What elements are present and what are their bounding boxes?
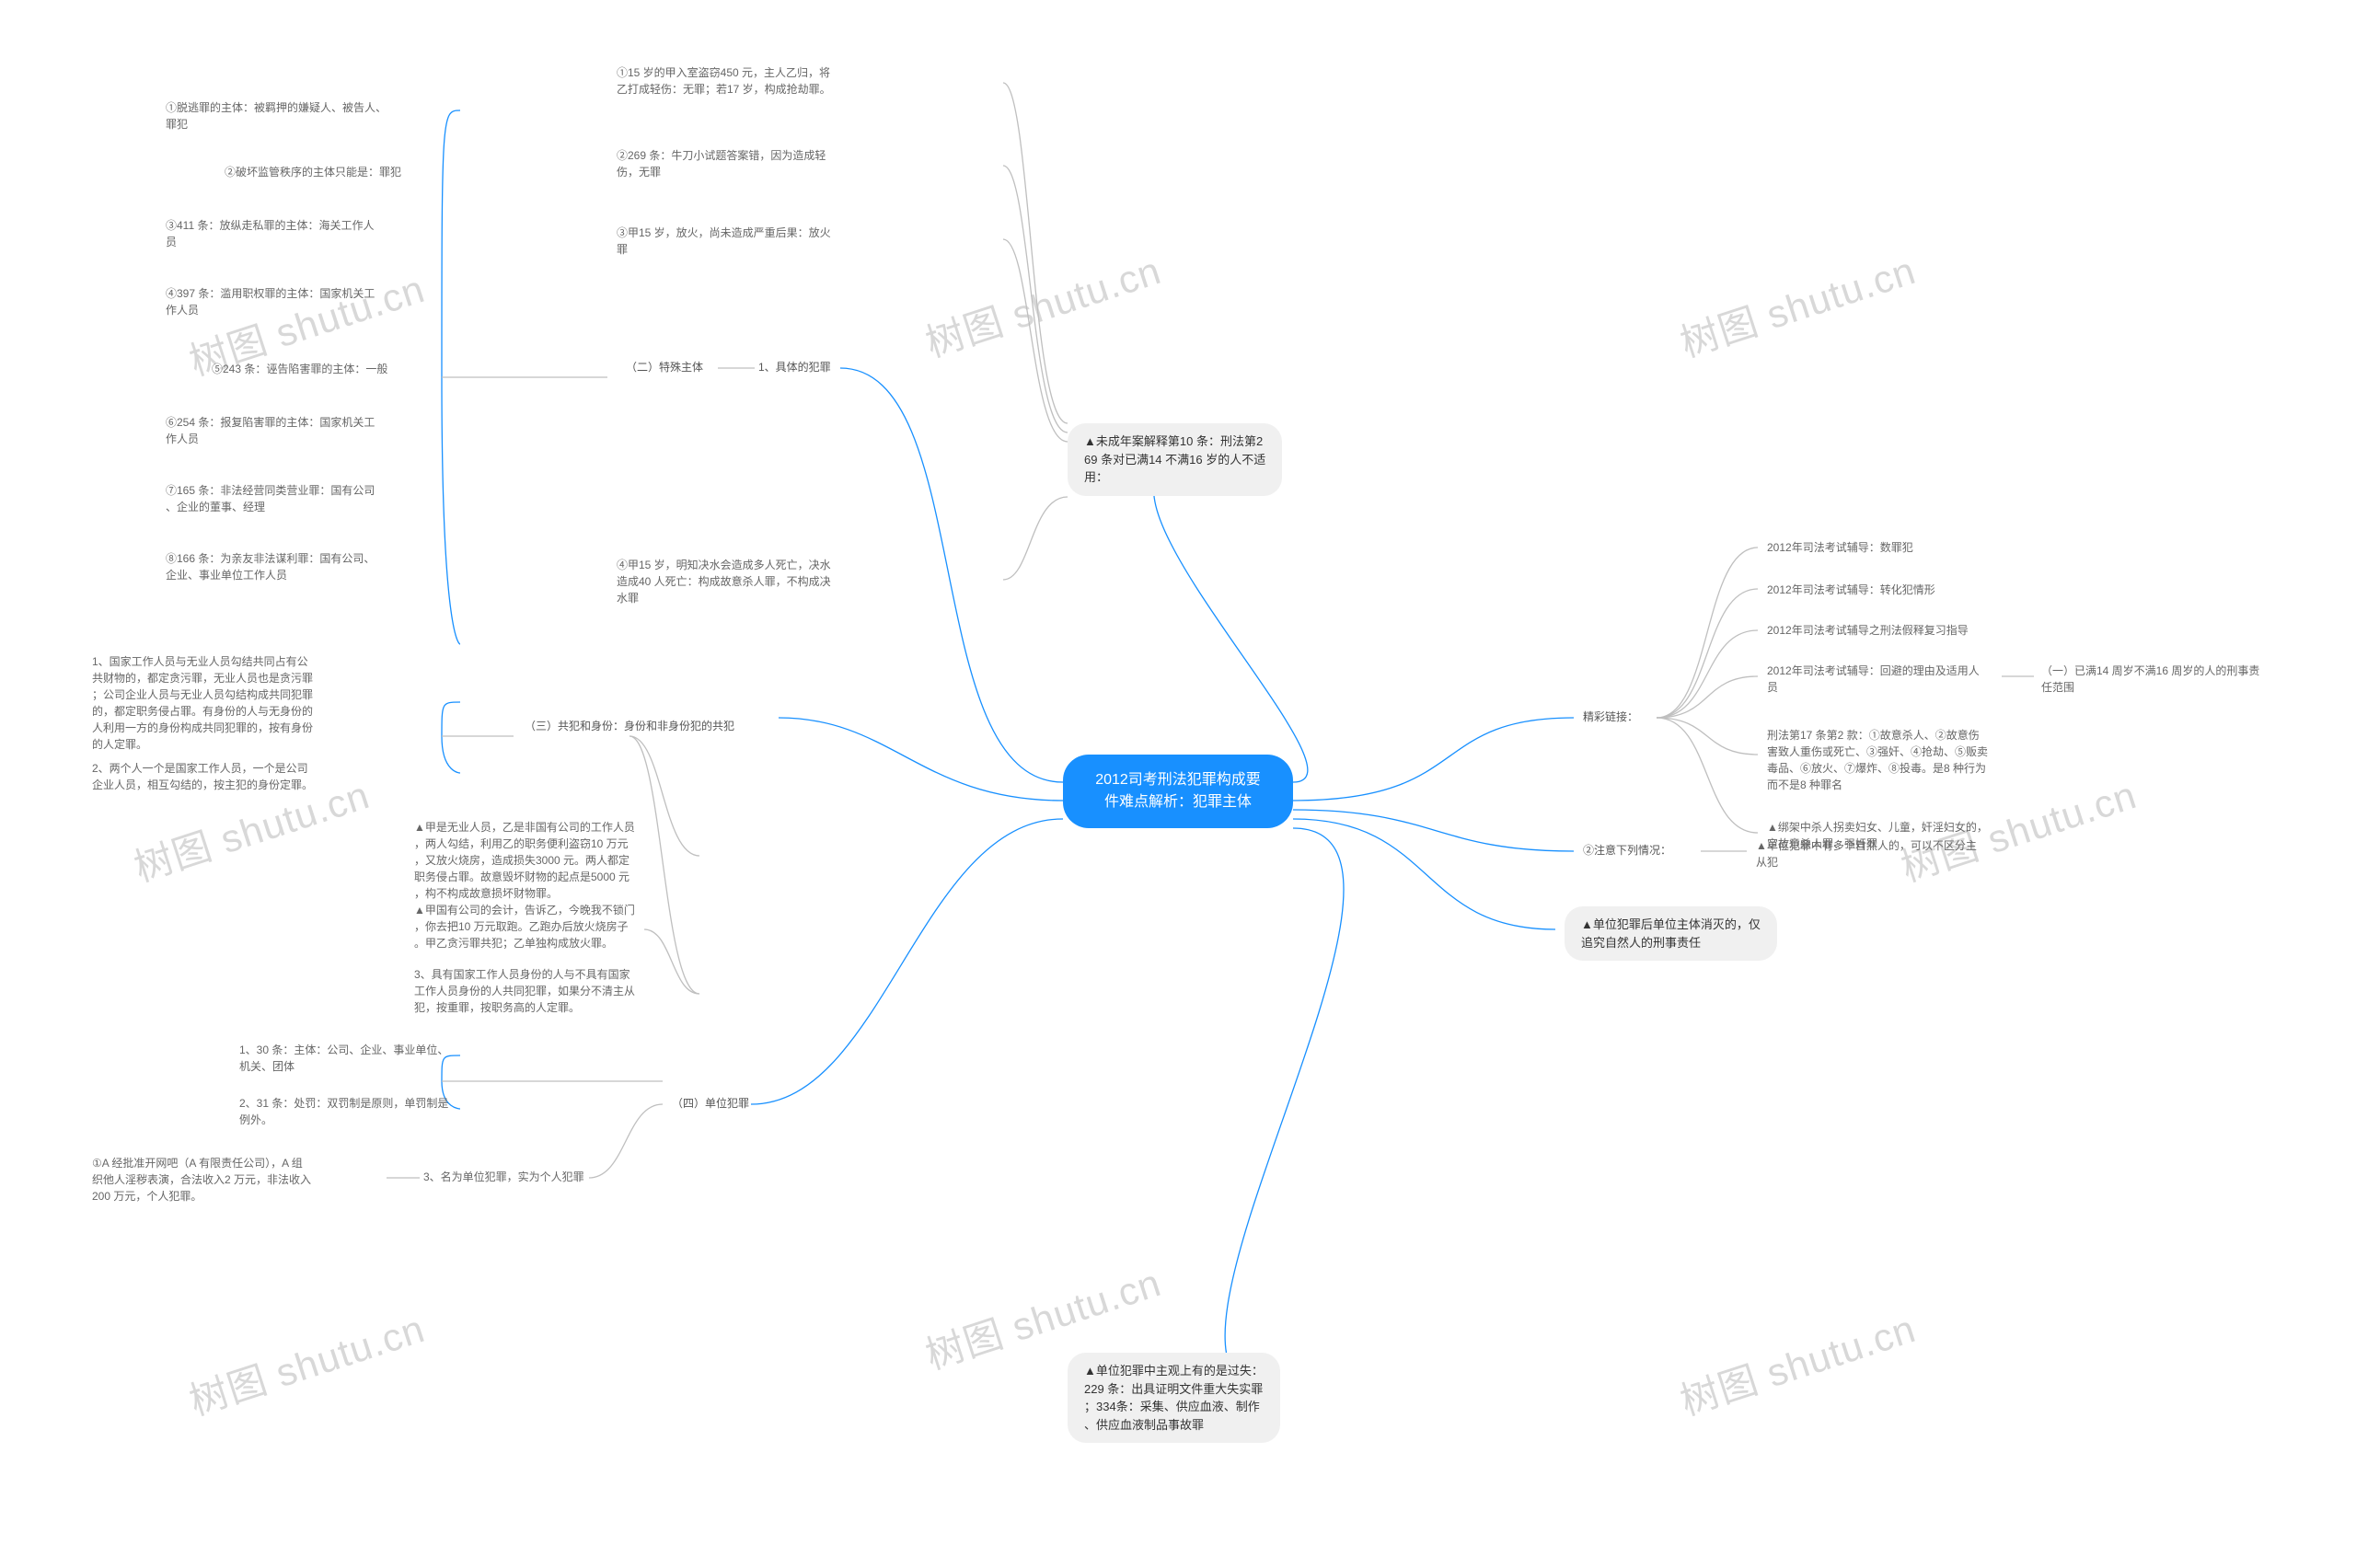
left-b3-c3: 3、名为单位犯罪，实为个人犯罪 — [423, 1169, 584, 1185]
left-b2: （三）共犯和身份：身份和非身份犯的共犯 — [525, 718, 734, 734]
watermark: 树图 shutu.cn — [181, 1297, 431, 1426]
left-b1: 1、具体的犯罪 — [758, 359, 831, 375]
left-b1-c8: ⑧166 条：为亲友非法谋利罪：国有公司、 企业、事业单位工作人员 — [166, 550, 375, 583]
right-b4: ▲单位犯罪后单位主体消灭的，仅 追究自然人的刑事责任 — [1565, 906, 1777, 961]
watermark: 树图 shutu.cn — [1672, 239, 1922, 368]
right-b1-c1: ①15 岁的甲入室盗窃450 元，主人乙归，将 乙打成轻伤：无罪；若17 岁，构… — [617, 64, 831, 98]
left-b2-c2: 2、两个人一个是国家工作人员，一个是公司 企业人员，相互勾结的，按主犯的身份定罪… — [92, 760, 313, 793]
left-b3: （四）单位犯罪 — [672, 1095, 749, 1112]
center-node: 2012司考刑法犯罪构成要 件难点解析：犯罪主体 — [1063, 755, 1293, 828]
right-b2-c3: 2012年司法考试辅导之刑法假释复习指导 — [1767, 622, 1969, 639]
right-b2: 精彩链接： — [1583, 709, 1638, 725]
left-b3-c2: 2、31 条：处罚：双罚制是原则，单罚制是 例外。 — [239, 1095, 448, 1128]
left-b1-c7: ⑦165 条：非法经营同类营业罪：国有公司 、企业的董事、经理 — [166, 482, 375, 515]
right-b3: ②注意下列情况： — [1583, 842, 1671, 859]
right-b1-c4: ④甲15 岁，明知决水会造成多人死亡，决水 造成40 人死亡：构成故意杀人罪，不… — [617, 557, 831, 606]
left-b1-c4: ④397 条：滥用职权罪的主体：国家机关工 作人员 — [166, 285, 375, 318]
watermark: 树图 shutu.cn — [918, 239, 1167, 368]
left-b2-c4: 3、具有国家工作人员身份的人与不具有国家 工作人员身份的人共同犯罪，如果分不清主… — [414, 966, 635, 1016]
left-b2-c3: ▲甲是无业人员，乙是非国有公司的工作人员 ，两人勾结，利用乙的职务便利盗窃10 … — [414, 819, 635, 902]
left-b1-c6: ⑥254 条：报复陷害罪的主体：国家机关工 作人员 — [166, 414, 378, 447]
right-b1-c2: ②269 条：牛刀小试题答案错，因为造成轻 伤，无罪 — [617, 147, 826, 180]
right-b1: ▲未成年案解释第10 条：刑法第2 69 条对已满14 不满16 岁的人不适 用… — [1068, 423, 1282, 496]
left-b1-c5: ⑤243 条：诬告陷害罪的主体：一般 — [212, 361, 387, 377]
right-b2-c4: 2012年司法考试辅导：回避的理由及适用人 员 — [1767, 663, 1980, 696]
left-b1-c3: ③411 条：放纵走私罪的主体：海关工作人 员 — [166, 217, 374, 250]
right-b2-c1: 2012年司法考试辅导：数罪犯 — [1767, 539, 1913, 556]
right-b3-c1: ▲单位犯罪中有多个自然人的，可以不区分主 从犯 — [1756, 837, 1977, 870]
right-b2-c5: 刑法第17 条第2 款：①故意杀人、②故意伤 害致人重伤或死亡、③强奸、④抢劫、… — [1767, 727, 1988, 793]
left-b1-c2: ②破坏监管秩序的主体只能是：罪犯 — [225, 164, 401, 180]
left-b3-c3-sub: ①A 经批准开网吧（A 有限责任公司），A 组 织他人淫秽表演，合法收入2 万元… — [92, 1155, 311, 1205]
left-b1-sub: （二）特殊主体 — [626, 359, 703, 375]
right-b5: ▲单位犯罪中主观上有的是过失： 229 条：出具证明文件重大失实罪 ；334条：… — [1068, 1353, 1280, 1443]
left-b2-c4-sub: ▲甲国有公司的会计，告诉乙，今晚我不锁门 ，你去把10 万元取跑。乙跑办后放火烧… — [414, 902, 635, 951]
right-b2-c4-sub: （一）已满14 周岁不满16 周岁的人的刑事责 任范围 — [2041, 663, 2259, 696]
watermark: 树图 shutu.cn — [1672, 1297, 1922, 1426]
right-b2-c2: 2012年司法考试辅导：转化犯情形 — [1767, 582, 1935, 598]
left-b1-c1: ①脱逃罪的主体：被羁押的嫌疑人、被告人、 罪犯 — [166, 99, 387, 133]
left-b2-c1: 1、国家工作人员与无业人员勾结共同占有公 共财物的，都定贪污罪，无业人员也是贪污… — [92, 653, 313, 753]
left-b3-c1: 1、30 条：主体：公司、企业、事业单位、 机关、团体 — [239, 1042, 448, 1075]
right-b1-c3: ③甲15 岁，放火，尚未造成严重后果：放火 罪 — [617, 225, 831, 258]
